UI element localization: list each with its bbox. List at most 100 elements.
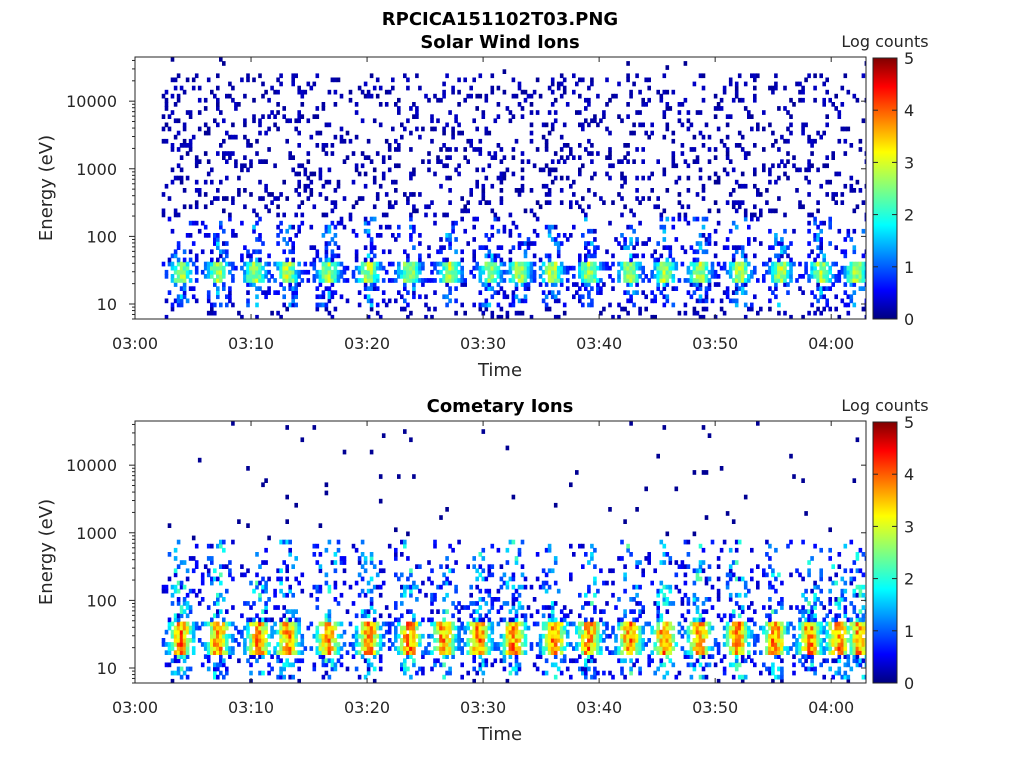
heatmap-cell — [834, 93, 838, 99]
heatmap-cell — [445, 625, 449, 631]
heatmap-cell — [683, 539, 688, 545]
heatmap-cell — [258, 216, 262, 222]
heatmap-cell — [324, 633, 329, 639]
heatmap-cell — [409, 269, 413, 275]
heatmap-cell — [445, 73, 449, 79]
heatmap-cell — [197, 126, 202, 132]
heatmap-cell — [276, 77, 280, 83]
heatmap-cell — [704, 216, 709, 222]
heatmap-cell — [662, 261, 667, 267]
heatmap-cell — [487, 278, 492, 283]
heatmap-cell — [188, 666, 193, 672]
heatmap-cell — [246, 601, 250, 606]
heatmap-cell — [828, 179, 832, 185]
heatmap-cell — [677, 588, 682, 594]
heatmap-cell — [270, 200, 274, 205]
heatmap-cell — [547, 625, 552, 631]
heatmap-cell — [433, 278, 437, 283]
heatmap-cell — [520, 564, 525, 569]
heatmap-cell — [771, 261, 775, 267]
heatmap-cell — [237, 188, 241, 193]
heatmap-cell — [448, 175, 452, 181]
heatmap-cell — [750, 114, 754, 119]
heatmap-cell — [659, 642, 664, 647]
heatmap-cell — [792, 228, 796, 234]
heatmap-cell — [861, 200, 866, 205]
heatmap-cell — [216, 666, 220, 672]
heatmap-cell — [587, 261, 591, 267]
heatmap-cell — [243, 650, 247, 655]
heatmap-cell — [318, 646, 323, 651]
heatmap-cell — [252, 282, 256, 287]
heatmap-cell — [282, 592, 286, 598]
heatmap-cell — [170, 93, 175, 99]
heatmap-cell — [228, 216, 232, 222]
heatmap-cell — [330, 77, 335, 83]
heatmap-cell — [689, 147, 694, 152]
heatmap-cell — [176, 212, 181, 218]
heatmap-cell — [478, 302, 483, 308]
heatmap-cell — [409, 654, 413, 659]
heatmap-cell — [481, 629, 486, 635]
heatmap-cell — [300, 588, 305, 594]
heatmap-cell — [550, 568, 555, 574]
heatmap-cell — [686, 601, 691, 606]
heatmap-cell — [225, 666, 229, 672]
heatmap-cell — [683, 159, 688, 164]
heatmap-cell — [363, 274, 368, 279]
heatmap-cell — [182, 642, 187, 647]
heatmap-cell — [369, 576, 374, 582]
heatmap-cell — [641, 638, 645, 643]
heatmap-cell — [291, 167, 295, 173]
heatmap-cell — [282, 106, 286, 111]
colorbar-tick-label: 0 — [904, 310, 914, 329]
heatmap-cell — [556, 269, 561, 275]
heatmap-cell — [617, 159, 621, 164]
heatmap-cell — [762, 167, 766, 173]
heatmap-cell — [291, 625, 295, 631]
heatmap-cell — [704, 278, 709, 283]
heatmap-cell — [252, 617, 256, 623]
heatmap-cell — [635, 290, 639, 295]
heatmap-cell — [635, 617, 639, 623]
heatmap-cell — [716, 274, 721, 279]
heatmap-cell — [176, 580, 181, 586]
heatmap-cell — [698, 286, 703, 291]
heatmap-cell — [587, 584, 591, 590]
heatmap-cell — [743, 314, 748, 319]
heatmap-cell — [547, 621, 552, 627]
heatmap-cell — [523, 89, 528, 95]
heatmap-cell — [843, 249, 848, 255]
heatmap-cell — [626, 143, 630, 148]
heatmap-cell — [276, 233, 280, 238]
heatmap-cell — [336, 646, 341, 651]
heatmap-cell — [623, 646, 627, 651]
heatmap-cell — [228, 81, 232, 87]
heatmap-cell — [288, 118, 292, 124]
heatmap-cell — [460, 302, 464, 308]
heatmap-cell — [662, 642, 667, 647]
heatmap-cell — [632, 274, 636, 279]
heatmap-cell — [593, 249, 597, 255]
heatmap-cell — [197, 159, 202, 164]
heatmap-cell — [484, 629, 489, 635]
heatmap-cell — [427, 253, 431, 259]
heatmap-cell — [665, 265, 670, 271]
heatmap-cell — [707, 286, 712, 291]
heatmap-cell — [475, 106, 479, 111]
heatmap-cell — [210, 310, 214, 316]
heatmap-cell — [472, 621, 476, 627]
heatmap-cell — [219, 220, 223, 226]
heatmap-cell — [556, 81, 561, 87]
heatmap-cell — [466, 564, 470, 569]
heatmap-cell — [511, 298, 516, 304]
heatmap-cell — [394, 269, 398, 275]
heatmap-cell — [852, 282, 857, 287]
heatmap-cell — [514, 658, 519, 664]
heatmap-cell — [602, 306, 606, 312]
heatmap-cell — [484, 233, 489, 238]
heatmap-cell — [578, 274, 582, 279]
heatmap-cell — [587, 290, 591, 295]
heatmap-cell — [822, 294, 826, 300]
heatmap-cell — [644, 77, 648, 83]
